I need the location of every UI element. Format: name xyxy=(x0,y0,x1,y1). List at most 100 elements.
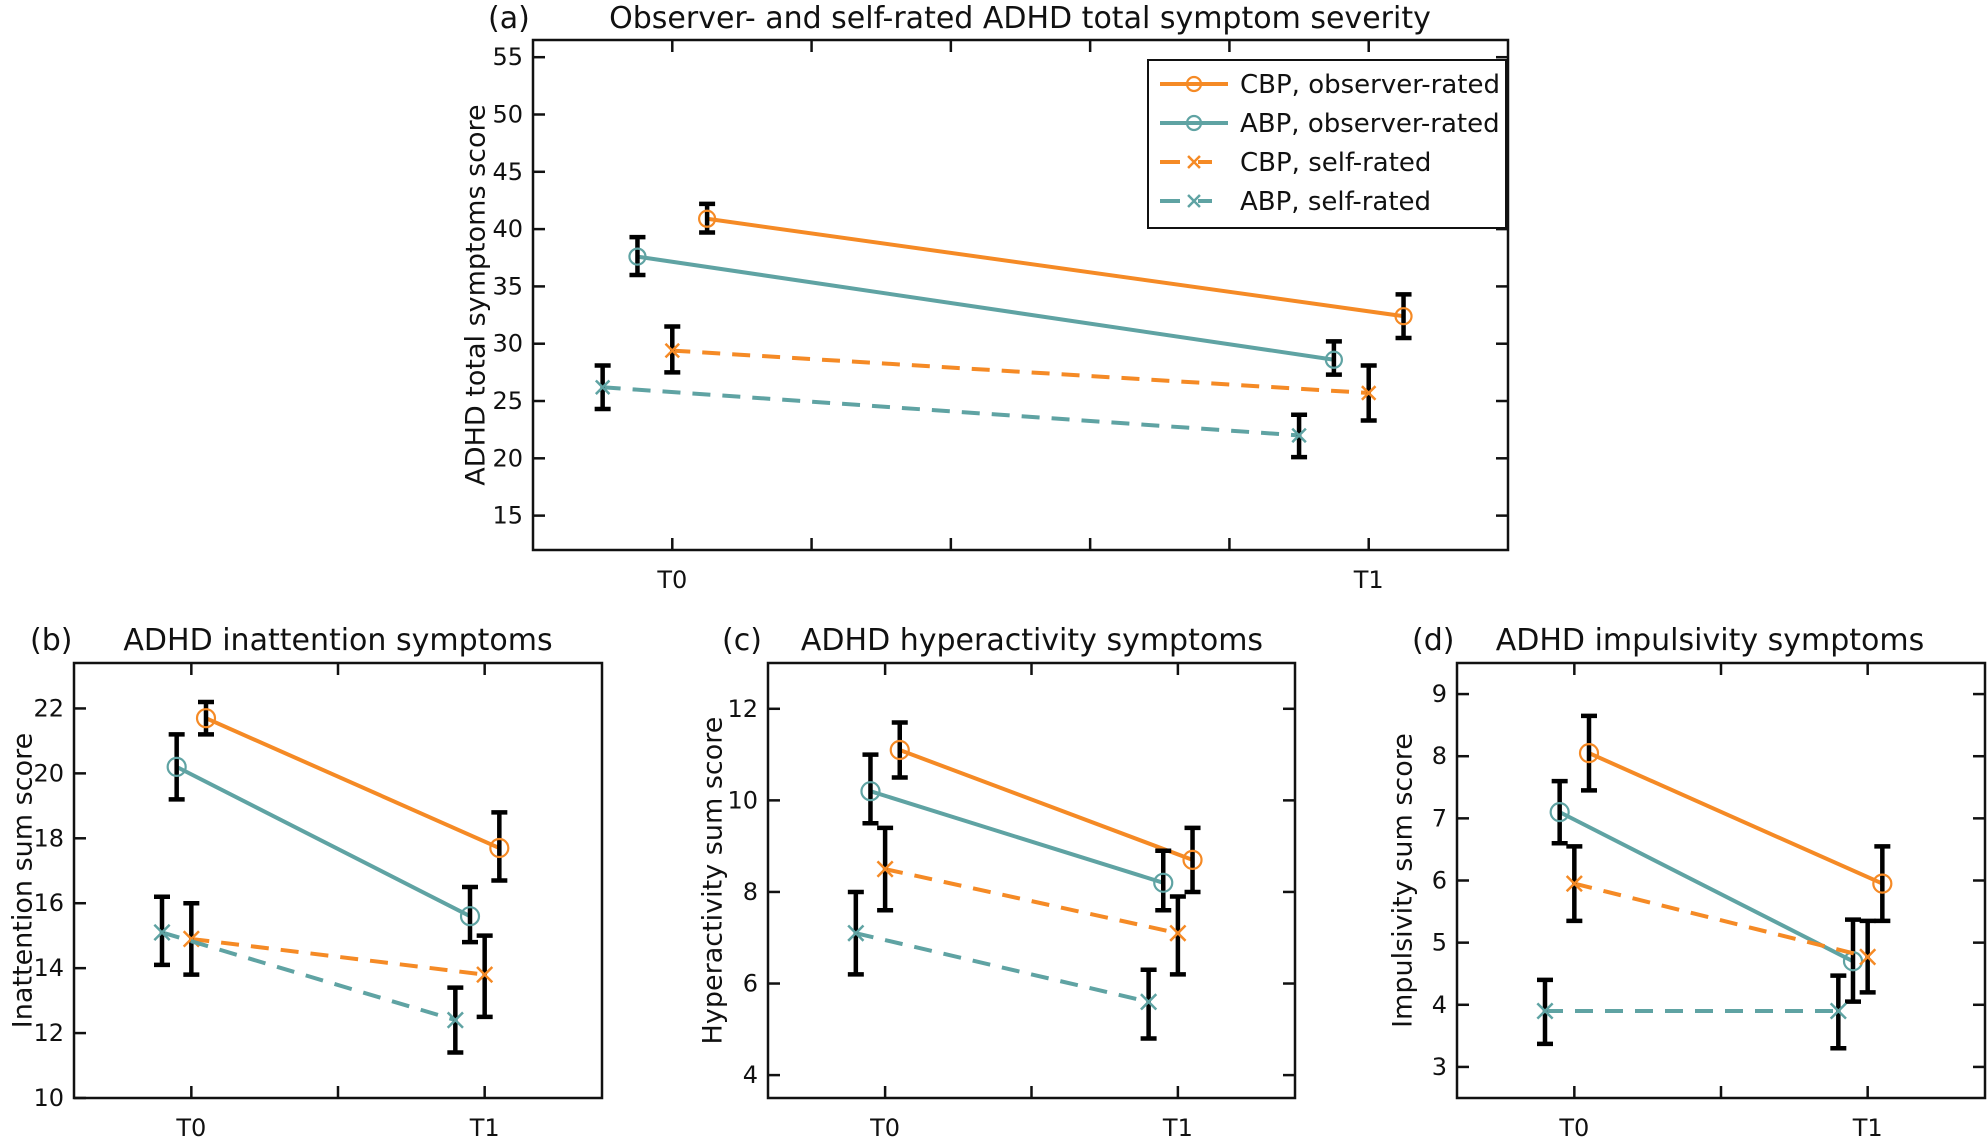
marker-x xyxy=(446,1011,464,1029)
error-bar xyxy=(862,752,879,826)
y-tick-label: 5 xyxy=(1432,929,1447,957)
error-bar xyxy=(629,234,646,278)
x-tick-label: T1 xyxy=(1852,1114,1883,1142)
x-tick-label: T1 xyxy=(1353,566,1384,594)
y-tick-label: 15 xyxy=(492,502,523,530)
series-line xyxy=(855,931,1150,1004)
legend-item: ABP, self-rated xyxy=(1160,187,1431,217)
series-line xyxy=(205,716,501,850)
series-line xyxy=(1558,810,1854,964)
marker-circle xyxy=(1324,350,1343,369)
x-tick-label: T0 xyxy=(869,1114,900,1142)
error-bar xyxy=(1581,713,1597,793)
error-bar xyxy=(168,732,185,802)
error-bar xyxy=(1395,292,1412,341)
marker-circle xyxy=(1153,872,1174,893)
y-axis-label: Inattention sum score xyxy=(7,733,38,1028)
y-tick-label: 35 xyxy=(492,272,523,300)
error-bar xyxy=(1155,848,1172,913)
y-axis-label: ADHD total symptoms score xyxy=(460,104,491,485)
y-tick-label: 3 xyxy=(1432,1053,1447,1081)
legend-label: CBP, self-rated xyxy=(1240,148,1431,178)
y-tick-label: 8 xyxy=(743,878,758,906)
marker-circle xyxy=(166,756,187,777)
series-abp-observer-rated xyxy=(1549,778,1864,1004)
marker-x xyxy=(1187,194,1201,208)
marker-circle xyxy=(860,781,881,802)
marker-x xyxy=(153,923,171,941)
panel-label: (b) xyxy=(30,623,72,658)
marker-circle xyxy=(195,708,217,729)
marker-circle xyxy=(1549,802,1570,823)
error-bar xyxy=(1845,917,1861,1004)
series-cbp-observer-rated xyxy=(1578,713,1893,924)
chart-title: ADHD inattention symptoms xyxy=(123,623,552,658)
series-line xyxy=(884,867,1179,936)
marker-x xyxy=(1536,1002,1554,1020)
y-tick-label: 9 xyxy=(1432,680,1447,708)
y-tick-label: 22 xyxy=(33,694,64,722)
series-abp-observer-rated xyxy=(166,732,481,945)
error-bar xyxy=(891,720,908,780)
marker-x xyxy=(1361,385,1377,401)
panel-label: (a) xyxy=(488,1,530,36)
panel-d: (d) ADHD impulsivity symptoms 3 4 5 6 7 8 9 T0 T1 I… xyxy=(1387,623,1987,1142)
plot-frame xyxy=(531,38,1510,552)
marker-x xyxy=(594,379,611,395)
x-tick-label: T1 xyxy=(469,1114,500,1142)
legend-item: CBP, self-rated xyxy=(1160,148,1431,178)
series-abp-self-rated xyxy=(153,894,464,1055)
y-tick-label: 20 xyxy=(33,759,64,787)
error-bar xyxy=(1184,825,1201,895)
series-line xyxy=(1573,881,1869,959)
y-tick-label: 4 xyxy=(1432,991,1447,1019)
series-line xyxy=(175,765,471,918)
series-cbp-self-rated xyxy=(876,825,1187,977)
marker-circle xyxy=(1578,743,1600,764)
y-tick-label: 55 xyxy=(492,43,523,71)
error-bar xyxy=(491,810,508,883)
y-tick-label: 6 xyxy=(1432,867,1447,895)
series-cbp-observer-rated xyxy=(889,720,1203,895)
marker-circle xyxy=(459,906,481,927)
x-tick-label: T0 xyxy=(656,566,687,594)
marker-x xyxy=(664,342,680,359)
plot-frame xyxy=(72,661,604,1100)
x-tick-label: T1 xyxy=(1162,1114,1193,1142)
marker-x xyxy=(1859,948,1877,966)
marker-x xyxy=(1291,427,1307,444)
x-tick-label: T0 xyxy=(175,1114,206,1142)
error-bar xyxy=(1874,844,1891,924)
chart-title: ADHD hyperactivity symptoms xyxy=(801,623,1263,658)
series-line xyxy=(161,930,456,1023)
y-tick-label: 20 xyxy=(492,444,523,472)
marker-x xyxy=(1169,924,1187,942)
y-tick-label: 10 xyxy=(727,786,758,814)
y-tick-label: 45 xyxy=(492,158,523,186)
y-tick-label: 4 xyxy=(743,1061,758,1089)
y-tick-label: 10 xyxy=(33,1084,64,1112)
marker-circle xyxy=(1185,75,1203,93)
marker-circle xyxy=(1394,307,1413,326)
marker-x xyxy=(876,860,894,878)
series-cbp-observer-rated xyxy=(698,201,1413,341)
legend: CBP, observer-rated ABP, observer-rated CB… xyxy=(1147,59,1507,229)
marker-circle xyxy=(1182,849,1203,870)
series-cbp-self-rated xyxy=(664,324,1377,423)
series-abp-self-rated xyxy=(1536,973,1847,1051)
legend-label: CBP, observer-rated xyxy=(1240,70,1500,100)
marker-circle xyxy=(889,739,910,761)
error-bar xyxy=(198,699,214,737)
series-line xyxy=(869,789,1164,885)
series-cbp-self-rated xyxy=(182,900,494,1020)
error-bar xyxy=(1169,894,1186,977)
y-tick-label: 18 xyxy=(33,824,64,852)
marker-circle xyxy=(1872,873,1893,894)
error-bar xyxy=(462,884,478,945)
series-line xyxy=(191,936,485,977)
plot-frame xyxy=(1455,661,1987,1100)
legend-label: ABP, observer-rated xyxy=(1240,109,1500,139)
y-tick-label: 30 xyxy=(492,330,523,358)
x-tick-label: T0 xyxy=(1558,1114,1589,1142)
series-line xyxy=(899,748,1194,862)
